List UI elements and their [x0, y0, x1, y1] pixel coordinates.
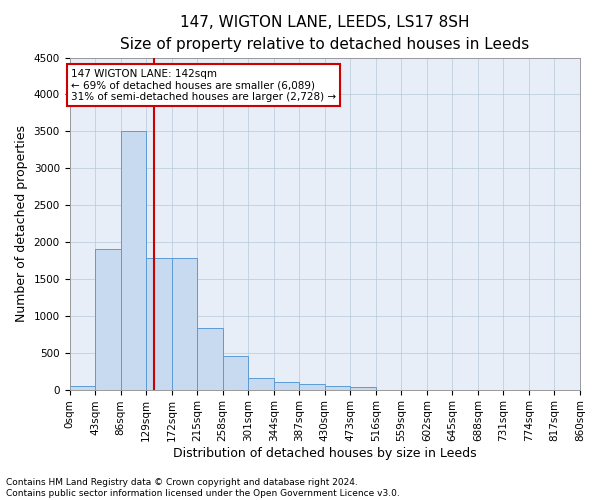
Text: 147 WIGTON LANE: 142sqm
← 69% of detached houses are smaller (6,089)
31% of semi: 147 WIGTON LANE: 142sqm ← 69% of detache… [71, 68, 336, 102]
Bar [146, 258, 172, 390]
Bar [223, 356, 248, 390]
Bar [95, 250, 121, 390]
Title: 147, WIGTON LANE, LEEDS, LS17 8SH
Size of property relative to detached houses i: 147, WIGTON LANE, LEEDS, LS17 8SH Size o… [120, 15, 529, 52]
Y-axis label: Number of detached properties: Number of detached properties [15, 125, 28, 322]
Bar [70, 386, 95, 390]
Bar [172, 258, 197, 390]
Text: Contains HM Land Registry data © Crown copyright and database right 2024.
Contai: Contains HM Land Registry data © Crown c… [6, 478, 400, 498]
Bar [325, 386, 350, 390]
X-axis label: Distribution of detached houses by size in Leeds: Distribution of detached houses by size … [173, 447, 476, 460]
Bar [350, 386, 376, 390]
Bar [274, 382, 299, 390]
Bar [121, 132, 146, 390]
Bar [248, 378, 274, 390]
Bar [197, 328, 223, 390]
Bar [299, 384, 325, 390]
